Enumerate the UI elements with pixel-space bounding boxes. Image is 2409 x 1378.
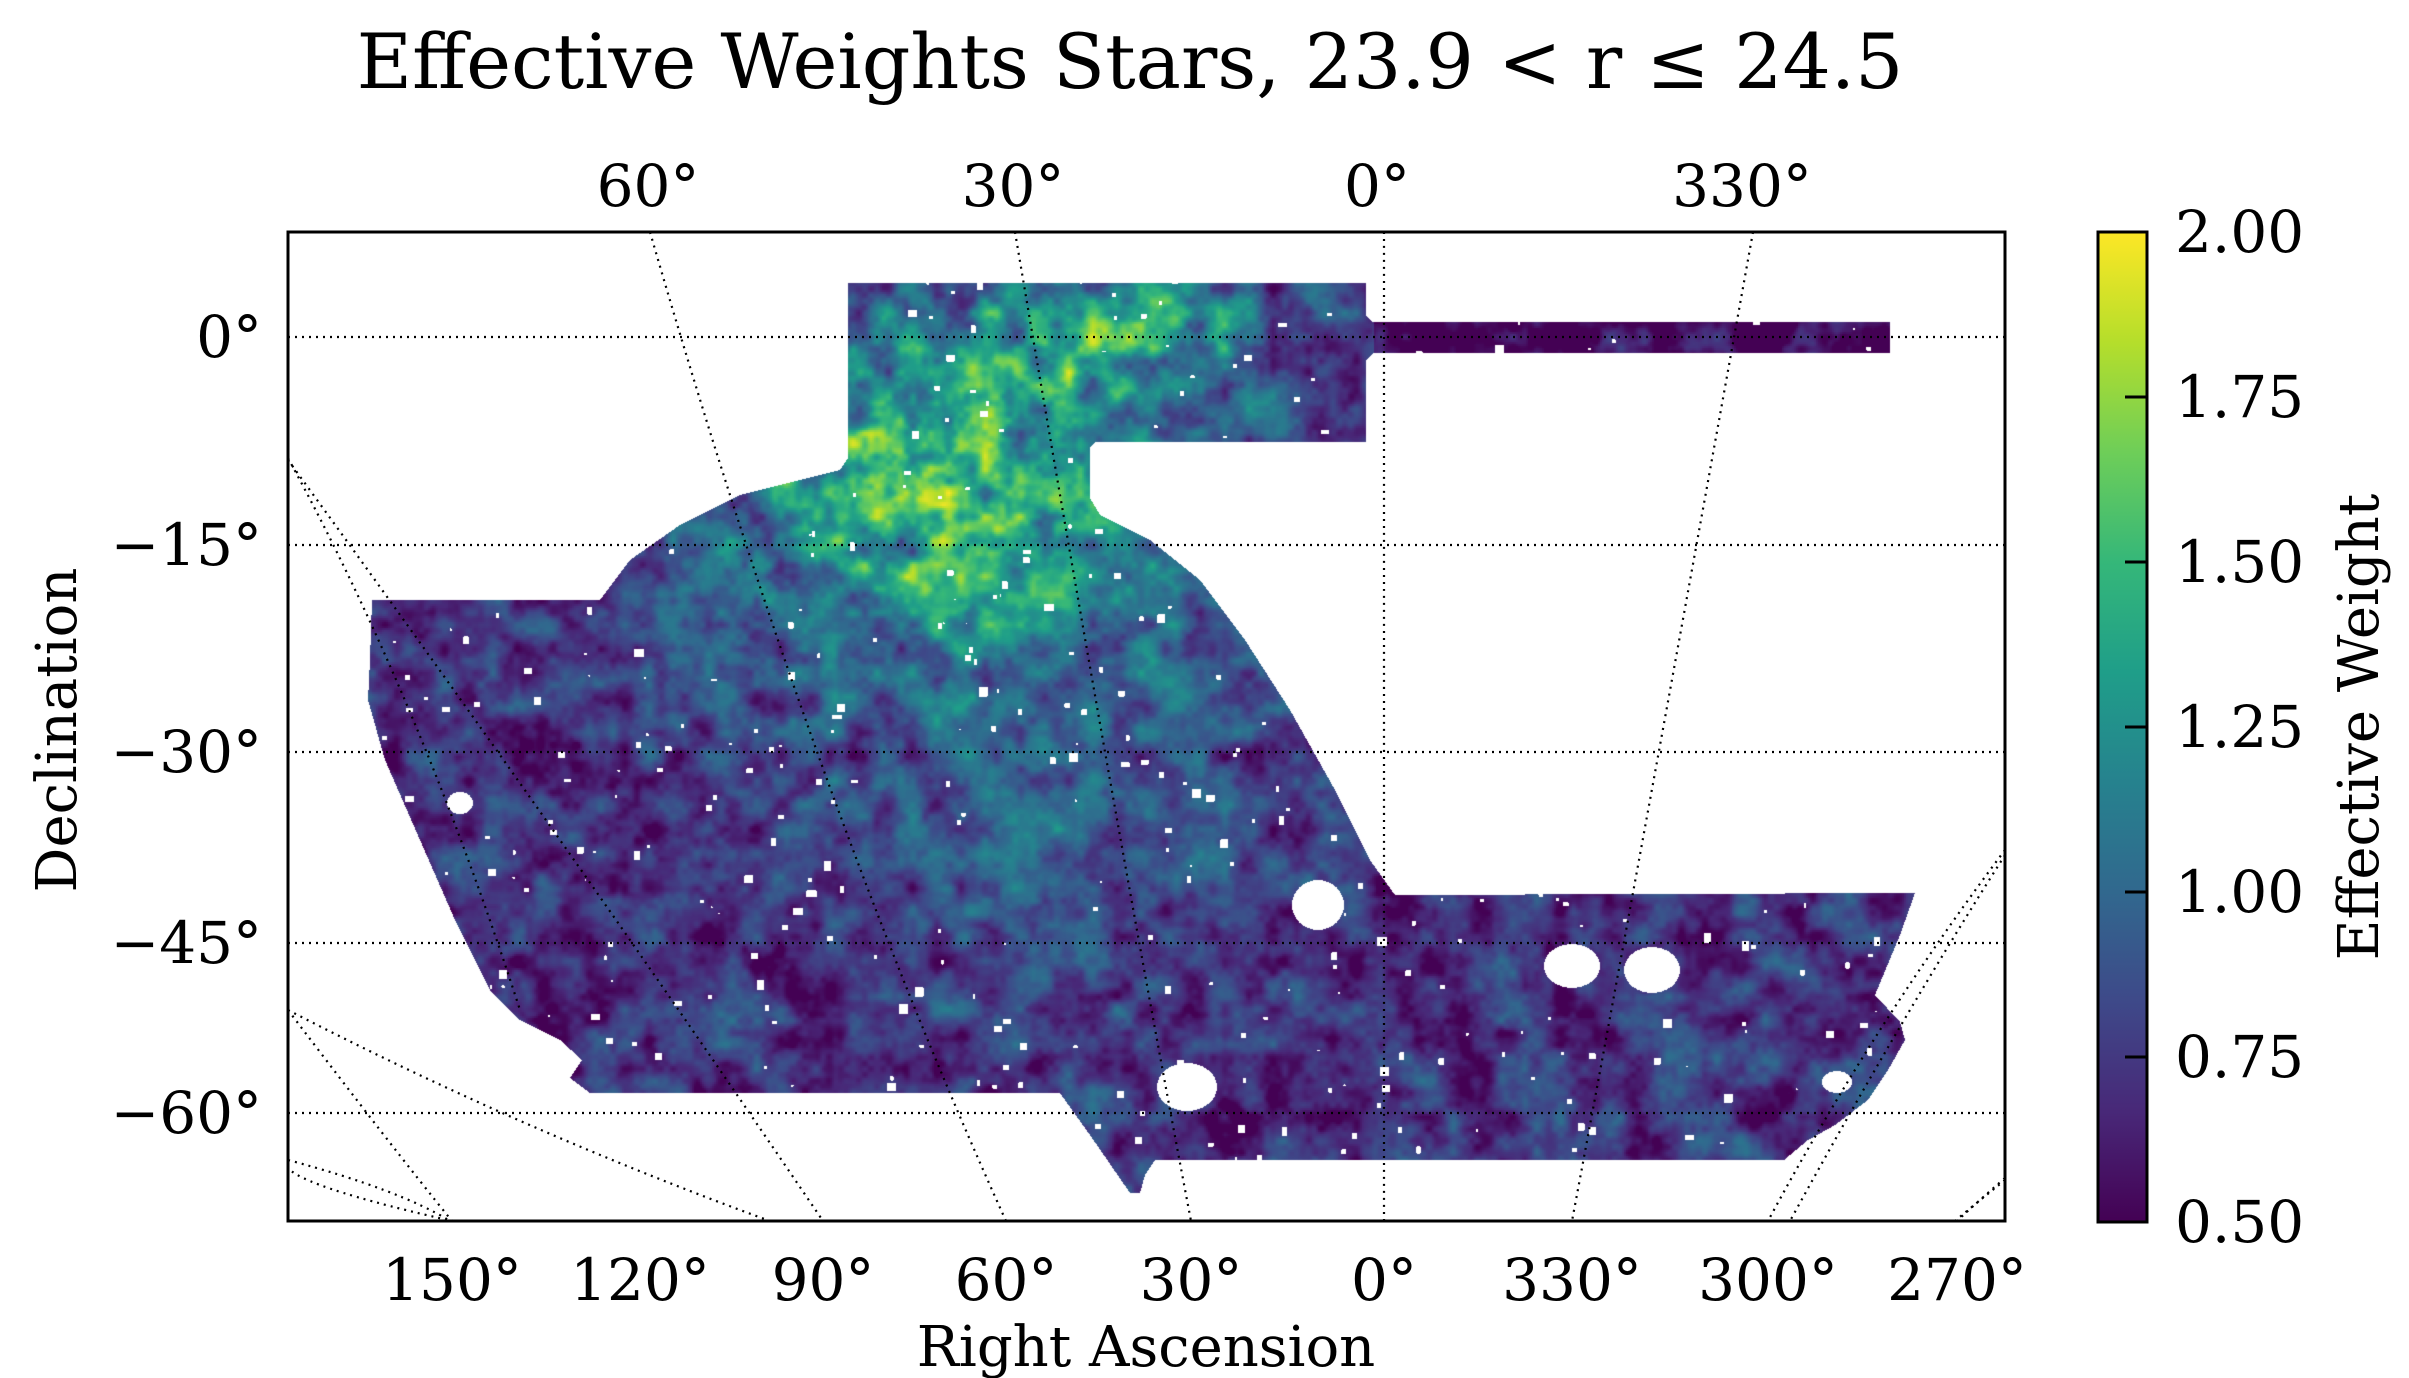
colorbar-tick-label: 0.75 bbox=[2175, 1023, 2304, 1091]
colorbar-tick-label: 1.50 bbox=[2175, 528, 2304, 596]
x-bottom-tick-label: 0° bbox=[1351, 1246, 1417, 1314]
graticule bbox=[288, 232, 2005, 1221]
colorbar-tick-label: 0.50 bbox=[2175, 1188, 2304, 1256]
x-bottom-tick-label: 270° bbox=[1887, 1246, 2027, 1314]
x-bottom-tick-label: 150° bbox=[382, 1246, 522, 1314]
heatmap-layer bbox=[288, 232, 2005, 1221]
y-tick-label: 0° bbox=[196, 303, 262, 371]
colorbar-ticks: 0.50 0.75 1.00 1.25 1.50 1.75 2.00 bbox=[2125, 198, 2304, 1256]
x-bottom-tick-label: 30° bbox=[1140, 1246, 1243, 1314]
ra-gridline-330 bbox=[1570, 232, 1755, 1221]
y-axis-label: Declination bbox=[25, 568, 90, 893]
y-tick-label: −30° bbox=[111, 718, 262, 786]
ra-gridline-arc bbox=[288, 457, 522, 1011]
x-top-tick-labels: 60° 30° 0° 330° bbox=[597, 152, 1812, 220]
x-bottom-tick-label: 330° bbox=[1502, 1246, 1642, 1314]
x-top-tick-label: 330° bbox=[1672, 152, 1812, 220]
y-tick-labels: 0° −15° −30° −45° −60° bbox=[111, 303, 262, 1147]
colorbar-tick-label: 2.00 bbox=[2175, 198, 2304, 266]
ra-gridline-60 bbox=[648, 232, 1008, 1221]
ra-gridline-arc bbox=[1789, 854, 2005, 1221]
y-tick-label: −45° bbox=[111, 909, 262, 977]
x-top-tick-label: 60° bbox=[597, 152, 700, 220]
colorbar-tick-label: 1.25 bbox=[2175, 693, 2304, 761]
x-bottom-tick-labels: 150° 120° 90° 60° 30° 0° 330° 300° 270° bbox=[382, 1246, 2027, 1314]
x-axis-label: Right Ascension bbox=[917, 1315, 1375, 1378]
x-bottom-tick-label: 60° bbox=[955, 1246, 1058, 1314]
x-bottom-tick-label: 300° bbox=[1698, 1246, 1838, 1314]
x-top-tick-label: 30° bbox=[962, 152, 1065, 220]
plot-frame bbox=[286, 230, 2007, 1223]
x-bottom-tick-label: 90° bbox=[772, 1246, 875, 1314]
chart-title: Effective Weights Stars, 23.9 < r ≤ 24.5 bbox=[357, 17, 1904, 106]
y-tick-label: −15° bbox=[111, 511, 262, 579]
colorbar-tick-label: 1.00 bbox=[2175, 858, 2304, 926]
x-bottom-tick-label: 120° bbox=[570, 1246, 710, 1314]
colorbar-tick-label: 1.75 bbox=[2175, 363, 2304, 431]
y-tick-label: −60° bbox=[111, 1079, 262, 1147]
colorbar-label: Effective Weight bbox=[2327, 493, 2392, 960]
x-top-tick-label: 0° bbox=[1344, 152, 1410, 220]
